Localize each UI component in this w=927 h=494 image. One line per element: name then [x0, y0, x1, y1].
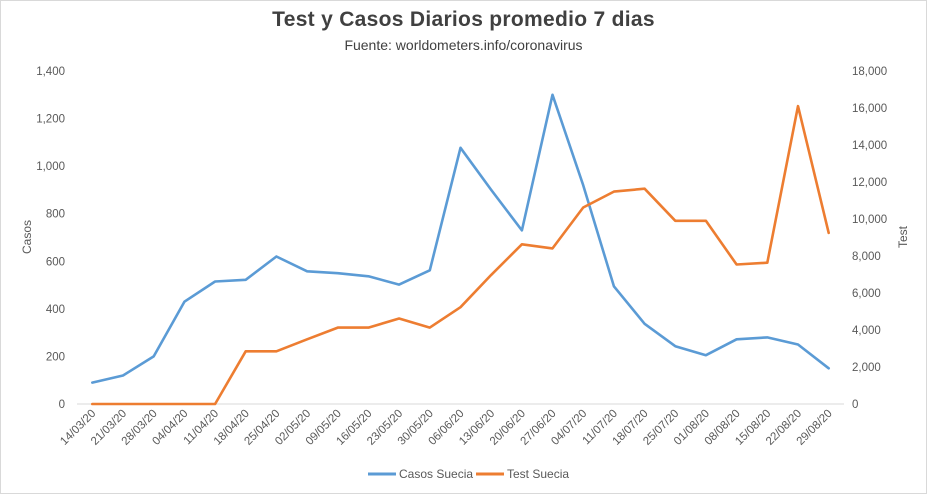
y-left-axis-label: Casos: [20, 220, 34, 254]
legend: Casos Suecia Test Suecia: [368, 467, 569, 481]
chart-subtitle: Fuente: worldometers.info/coronavirus: [344, 37, 583, 53]
y-left-ticks: 0 200 400 600 800 1,000 1,200 1,400: [36, 66, 65, 411]
y-right-tick-label: 2,000: [852, 362, 881, 374]
y-left-tick-label: 200: [46, 351, 65, 363]
y-left-tick-label: 1,400: [36, 66, 65, 78]
series-layer: [91, 93, 831, 406]
y-right-tick-label: 18,000: [852, 66, 887, 78]
legend-label-casos: Casos Suecia: [399, 467, 473, 481]
y-right-tick-label: 6,000: [852, 288, 881, 300]
y-left-tick-label: 1,200: [36, 114, 65, 126]
y-right-tick-label: 0: [852, 399, 858, 411]
y-right-tick-label: 14,000: [852, 140, 887, 152]
y-right-axis-label: Test: [896, 225, 910, 248]
y-right-tick-label: 4,000: [852, 325, 881, 337]
x-ticks: 14/03/2021/03/2028/03/2004/04/2011/04/20…: [58, 408, 834, 448]
y-right-ticks: 0 2,000 4,000 6,000 8,000 10,000 12,000 14,000 1…: [852, 66, 887, 411]
y-left-tick-label: 1,000: [36, 161, 65, 173]
y-left-tick-label: 600: [46, 256, 65, 268]
y-right-tick-label: 10,000: [852, 214, 887, 226]
y-left-tick-label: 0: [59, 399, 65, 411]
y-right-tick-label: 12,000: [852, 177, 887, 189]
y-left-tick-label: 800: [46, 209, 65, 221]
y-right-tick-label: 8,000: [852, 251, 881, 263]
chart-title: Test y Casos Diarios promedio 7 dias: [272, 8, 655, 31]
legend-label-test: Test Suecia: [507, 467, 569, 481]
y-left-tick-label: 400: [46, 304, 65, 316]
y-right-tick-label: 16,000: [852, 103, 887, 115]
